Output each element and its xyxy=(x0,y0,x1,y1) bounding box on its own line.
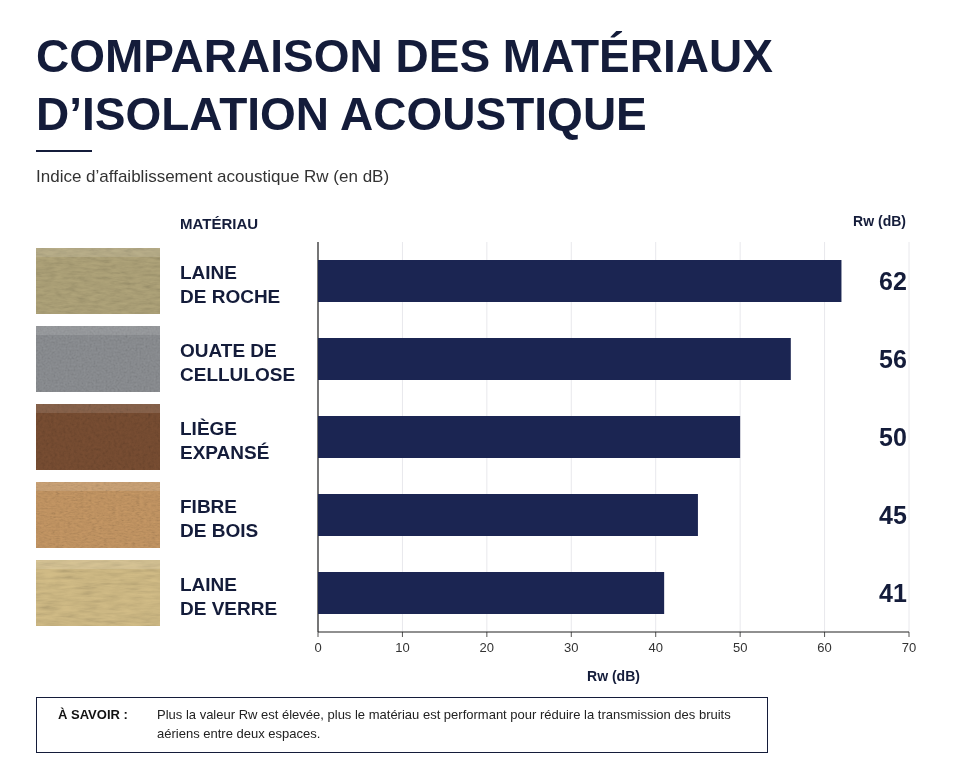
chart: COMPARAISON DES MATÉRIAUX D’ISOLATION ACO… xyxy=(0,0,959,768)
category-line: DE ROCHE xyxy=(180,286,280,307)
category-label: LIÈGE EXPANSÉ xyxy=(180,418,269,463)
swatch-base xyxy=(36,560,160,626)
grid-line xyxy=(909,242,910,632)
bar xyxy=(318,260,841,302)
tick-label: 10 xyxy=(395,640,409,655)
swatch-top xyxy=(36,560,160,569)
swatch-texture xyxy=(36,404,160,470)
tick-mark xyxy=(740,632,741,637)
page: {"chart_data": { "type": "bar", "orienta… xyxy=(0,0,959,768)
category-line: OUATE DE xyxy=(180,340,277,361)
category-label: LAINE DE VERRE xyxy=(180,574,277,619)
tick-mark xyxy=(318,632,319,637)
tick-mark xyxy=(571,632,572,637)
tick-label: 40 xyxy=(648,640,662,655)
tick-mark xyxy=(402,632,403,637)
swatch-top xyxy=(36,326,160,335)
x-ticks: 0 10 20 30 40 50 60 70 xyxy=(314,632,916,655)
swatch-texture xyxy=(36,482,160,548)
bar xyxy=(318,416,740,458)
title-rule xyxy=(36,150,92,152)
category-label: FIBRE DE BOIS xyxy=(180,496,258,541)
title-line: D’ISOLATION ACOUSTIQUE xyxy=(36,88,647,140)
data-label: 56 xyxy=(879,345,907,373)
category-line: LAINE xyxy=(180,262,237,283)
tick-label: 30 xyxy=(564,640,578,655)
data-label: 62 xyxy=(879,267,907,295)
category-line: DE BOIS xyxy=(180,520,258,541)
material-swatch xyxy=(36,404,160,470)
subtitle: Indice d’affaiblissement acoustique Rw (… xyxy=(36,167,389,186)
data-label: 50 xyxy=(879,423,907,451)
tick-mark xyxy=(655,632,656,637)
title: COMPARAISON DES MATÉRIAUX D’ISOLATION ACO… xyxy=(36,30,773,140)
tick-label: 50 xyxy=(733,640,747,655)
material-swatch xyxy=(36,326,160,392)
note: À SAVOIR : Plus la valeur Rw est élevée, … xyxy=(37,698,768,753)
tick-mark xyxy=(824,632,825,637)
category-line: CELLULOSE xyxy=(180,364,295,385)
tick-label: 20 xyxy=(480,640,494,655)
grid xyxy=(318,242,909,632)
tick-label: 0 xyxy=(314,640,321,655)
tick-label: 70 xyxy=(902,640,916,655)
data-label: 41 xyxy=(879,579,907,607)
category-label: LAINE DE ROCHE xyxy=(180,262,280,307)
swatch-texture xyxy=(36,248,160,314)
tick-mark xyxy=(486,632,487,637)
value-header: Rw (dB) xyxy=(853,213,906,229)
note-box xyxy=(37,698,768,753)
data-label: 45 xyxy=(879,501,907,529)
x-axis-line xyxy=(318,631,909,632)
bars xyxy=(318,260,841,614)
swatch-base xyxy=(36,326,160,392)
swatch-texture xyxy=(36,326,160,392)
category-line: LAINE xyxy=(180,574,237,595)
title-line: COMPARAISON DES MATÉRIAUX xyxy=(36,30,773,82)
category-line: FIBRE xyxy=(180,496,237,517)
swatch-base xyxy=(36,248,160,314)
tick-label: 60 xyxy=(817,640,831,655)
category-line: EXPANSÉ xyxy=(180,442,269,463)
x-axis-title: Rw (dB) xyxy=(587,668,640,684)
note-text: Plus la valeur Rw est élevée, plus le ma… xyxy=(157,707,731,741)
bar xyxy=(318,572,664,614)
swatch-texture xyxy=(36,560,160,626)
bar xyxy=(318,494,698,536)
note-line: Plus la valeur Rw est élevée, plus le ma… xyxy=(157,707,731,722)
material-swatch xyxy=(36,248,160,314)
category-line: LIÈGE xyxy=(180,418,237,439)
category-label: OUATE DE CELLULOSE xyxy=(180,340,295,385)
swatch-top xyxy=(36,482,160,491)
category-line: DE VERRE xyxy=(180,598,277,619)
swatch-base xyxy=(36,404,160,470)
swatch-top xyxy=(36,404,160,413)
material-swatch xyxy=(36,482,160,548)
swatch-top xyxy=(36,248,160,257)
material-swatch xyxy=(36,560,160,626)
tick-mark xyxy=(909,632,910,637)
column-header: MATÉRIAU xyxy=(180,215,258,232)
note-line: aériens entre deux espaces. xyxy=(157,726,320,741)
note-label: À SAVOIR : xyxy=(58,707,128,722)
bar xyxy=(318,338,791,380)
swatch-base xyxy=(36,482,160,548)
